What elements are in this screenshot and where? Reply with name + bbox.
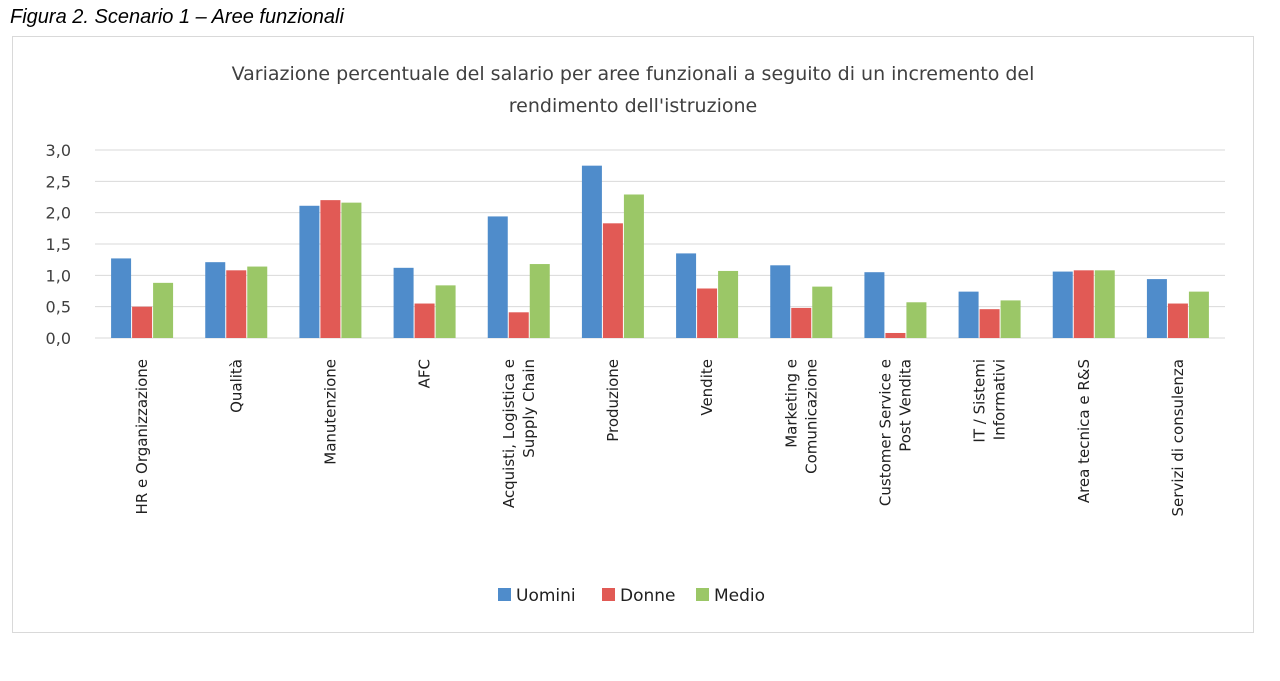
bar-uomini (676, 253, 697, 338)
chart-title-line: Variazione percentuale del salario per a… (232, 63, 1035, 85)
bar-uomini (1146, 279, 1167, 338)
bar-chart: Variazione percentuale del salario per a… (46, 63, 1225, 606)
bar-uomini (111, 258, 132, 338)
category-label: AFC (416, 359, 434, 388)
bar-donne (602, 223, 623, 338)
bar-medio (1188, 291, 1209, 338)
y-axis: 0,0 0,5 1,0 1,5 2,0 2,5 3,0 (46, 141, 71, 348)
bar-donne (320, 200, 341, 338)
category-label: Area tecnica e R&S (1075, 359, 1093, 503)
bar-medio (906, 302, 927, 338)
category-label: HR e Organizzazione (133, 359, 151, 514)
legend-swatch-uomini (498, 588, 511, 601)
category-label: Qualità (227, 359, 245, 413)
x-axis: HR e Organizzazione Qualità Manutenzione AF… (133, 359, 1187, 516)
bar-uomini (958, 291, 979, 338)
bar-medio (247, 266, 268, 338)
bar-uomini (1052, 271, 1073, 338)
bar-uomini (581, 165, 602, 338)
legend-label-medio: Medio (714, 586, 765, 606)
bar-medio (153, 282, 174, 338)
y-tick-label: 3,0 (46, 141, 71, 160)
category-label: Post Vendita (896, 359, 914, 452)
bar-medio (1000, 300, 1021, 338)
y-tick-label: 0,5 (46, 298, 71, 317)
bar-donne (1073, 270, 1094, 338)
y-tick-label: 1,5 (46, 235, 71, 254)
y-tick-label: 0,0 (46, 329, 71, 348)
bar-uomini (393, 267, 414, 338)
category-label: Vendite (698, 359, 716, 416)
bar-uomini (205, 262, 226, 338)
bar-donne (1167, 303, 1188, 338)
legend: Uomini Donne Medio (498, 586, 765, 606)
legend-label-uomini: Uomini (516, 586, 576, 606)
bar-medio (1094, 270, 1115, 338)
bar-donne (508, 312, 529, 338)
bar-uomini (299, 205, 320, 338)
figure-caption: Figura 2. Scenario 1 – Aree funzionali (10, 6, 344, 28)
bar-medio (435, 285, 456, 338)
bar-donne (979, 309, 1000, 338)
bar-donne (697, 288, 718, 338)
category-label: Informativi (991, 359, 1009, 440)
bar-medio (718, 270, 739, 338)
category-label: Produzione (604, 359, 622, 442)
legend-label-donne: Donne (620, 586, 676, 606)
bar-donne (132, 306, 153, 338)
legend-swatch-medio (696, 588, 709, 601)
bar-uomini (770, 265, 791, 338)
bar-donne (226, 270, 247, 338)
chart-container: Variazione percentuale del salario per a… (12, 36, 1254, 633)
bar-donne (791, 307, 812, 338)
category-label: Manutenzione (321, 359, 339, 465)
bar-uomini (487, 216, 508, 338)
chart-title-line: rendimento dell'istruzione (509, 95, 757, 117)
category-label: Servizi di consulenza (1169, 359, 1187, 516)
category-label: Acquisti, Logistica e (500, 359, 518, 508)
category-label: Comunicazione (802, 359, 820, 474)
y-tick-label: 1,0 (46, 266, 71, 285)
chart-title: Variazione percentuale del salario per a… (232, 63, 1035, 117)
bar-medio (623, 194, 644, 338)
y-tick-label: 2,0 (46, 204, 71, 223)
bar-medio (529, 264, 550, 338)
category-label: IT / Sistemi (971, 359, 989, 443)
bar-donne (885, 332, 906, 338)
category-label: Customer Service e (876, 359, 894, 506)
category-label: Marketing e (782, 359, 800, 448)
legend-swatch-donne (602, 588, 615, 601)
bar-donne (414, 303, 435, 338)
bar-uomini (864, 272, 885, 338)
y-tick-label: 2,5 (46, 172, 71, 191)
grid (95, 149, 1225, 339)
bar-medio (812, 286, 833, 338)
bar-medio (341, 202, 362, 338)
bars (111, 165, 1209, 338)
category-label: Supply Chain (520, 359, 538, 458)
